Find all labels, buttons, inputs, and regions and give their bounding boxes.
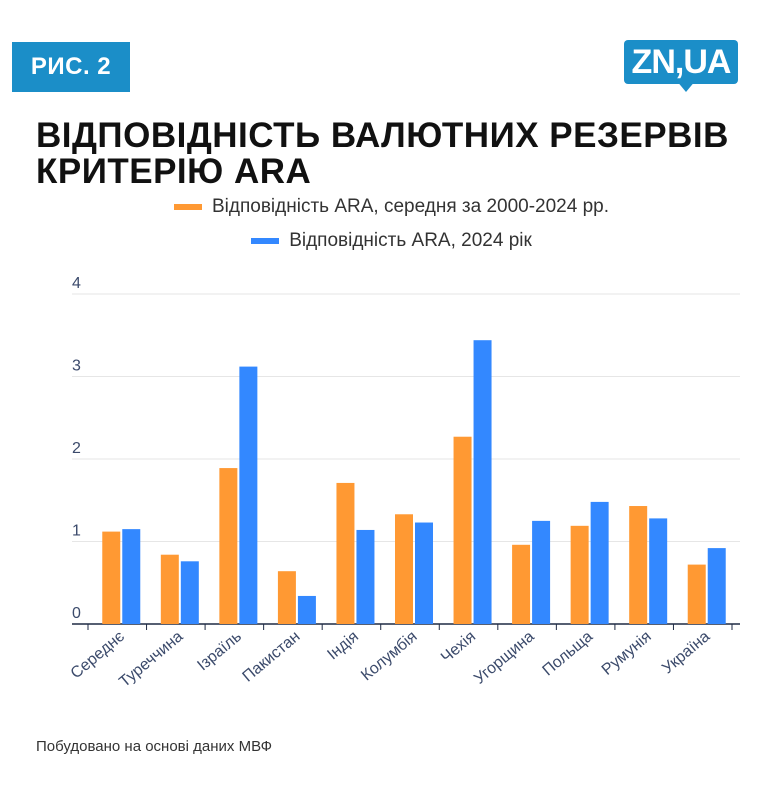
logo-background: [624, 40, 738, 84]
legend-entry-1: Відповідність ARA, середня за 2000-2024 …: [0, 196, 783, 218]
figure-badge: РИС. 2: [12, 42, 130, 92]
legend-swatch-2: [251, 238, 280, 244]
bar-1-10: [687, 564, 706, 624]
x-tick-label-10: Україна: [659, 628, 713, 677]
bar-2-9: [649, 518, 668, 624]
bar-2-8: [590, 501, 609, 624]
legend-swatch-1: [174, 204, 202, 210]
x-tick-label-5: Колумбія: [358, 628, 420, 684]
logo-speech-tail: [676, 80, 696, 92]
bar-1-3: [277, 571, 296, 624]
y-tick-label-2: 2: [72, 440, 81, 457]
bar-1-4: [336, 482, 355, 624]
bar-1-7: [512, 544, 531, 624]
x-tick-label-2: Ізраїль: [194, 628, 245, 674]
logo-text: ZN,UA: [631, 43, 732, 81]
bar-2-2: [239, 366, 258, 624]
y-tick-label-4: 4: [72, 275, 81, 292]
x-tick-label-4: Індія: [324, 628, 362, 663]
bar-2-5: [415, 522, 433, 624]
bar-2-3: [297, 595, 316, 624]
bar-2-1: [180, 561, 199, 624]
x-tick-label-6: Чехія: [438, 628, 479, 666]
x-tick-label-3: Пакистан: [240, 628, 304, 686]
bar-1-1: [160, 554, 179, 624]
bar-1-9: [629, 506, 648, 624]
bar-1-6: [453, 436, 472, 624]
y-tick-label-3: 3: [72, 358, 81, 375]
bar-1-0: [102, 531, 121, 624]
bar-1-2: [219, 468, 238, 624]
y-tick-label-1: 1: [72, 523, 81, 540]
bar-2-0: [122, 529, 141, 624]
y-tick-label-0: 0: [72, 605, 81, 622]
source-note: Побудовано на основі даних МВФ: [36, 738, 272, 755]
legend-label-2: Відповідність ARA, 2024 рік: [289, 230, 532, 251]
x-tick-label-1: Туреччина: [116, 628, 186, 691]
bar-1-8: [570, 525, 589, 624]
x-tick-label-9: Румунія: [599, 628, 655, 679]
x-tick-label-0: Середнє: [68, 628, 128, 682]
x-tick-label-7: Угорщина: [471, 628, 538, 688]
chart-title: ВІДПОВІДНІСТЬ ВАЛЮТНИХ РЕЗЕРВІВ КРИТЕРІЮ…: [36, 116, 729, 191]
bar-2-6: [473, 340, 492, 624]
zn-ua-logo: ZN,UA: [624, 40, 738, 92]
x-tick-label-8: Польща: [539, 628, 596, 680]
bar-2-4: [356, 529, 375, 624]
legend-entry-2: Відповідність ARA, 2024 рік: [0, 230, 783, 252]
bar-1-5: [395, 514, 413, 624]
bar-2-7: [532, 520, 551, 624]
legend-label-1: Відповідність ARA, середня за 2000-2024 …: [212, 196, 609, 217]
bar-2-10: [707, 548, 726, 624]
